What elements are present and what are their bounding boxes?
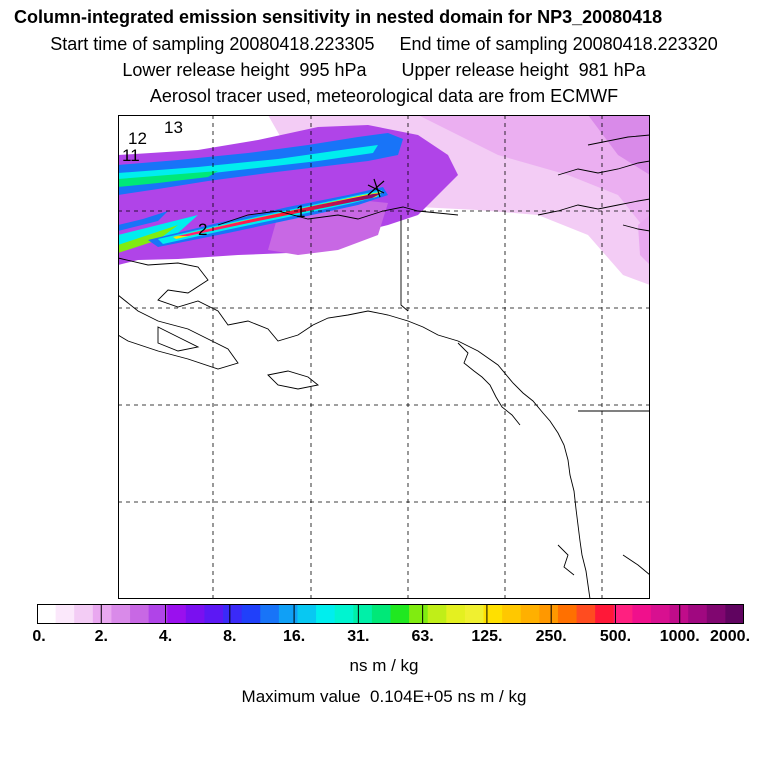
colorbar-cell bbox=[111, 604, 131, 624]
colorbar-tick-label: 4. bbox=[158, 628, 173, 645]
colorbar-cell bbox=[74, 604, 94, 624]
colorbar-cell bbox=[539, 604, 559, 624]
colorbar-cell bbox=[595, 604, 615, 624]
colorbar-cell bbox=[650, 604, 670, 624]
colorbar-cell bbox=[632, 604, 652, 624]
colorbar-cell bbox=[483, 604, 503, 624]
colorbar-cell bbox=[557, 604, 577, 624]
colorbar-cell bbox=[371, 604, 391, 624]
map-panel: 13 12 11 2 1 bbox=[118, 115, 650, 599]
colorbar-cell bbox=[725, 604, 744, 624]
sensitivity-blue-band bbox=[118, 133, 403, 253]
map-frame bbox=[118, 115, 650, 599]
colorbar-cell bbox=[688, 604, 708, 624]
colorbar-cell bbox=[613, 604, 633, 624]
sampling-time-line: Start time of sampling 20080418.223305 E… bbox=[50, 34, 718, 54]
colorbar-cell bbox=[37, 604, 57, 624]
time-marker-11: 11 bbox=[122, 146, 140, 165]
colorbar-cell bbox=[706, 604, 726, 624]
colorbar-tick-label: 250. bbox=[535, 628, 567, 645]
colorbar-cell bbox=[409, 604, 429, 624]
colorbar-cell bbox=[185, 604, 205, 624]
colorbar-tick-label: 500. bbox=[599, 628, 632, 645]
colorbar-cell bbox=[241, 604, 261, 624]
colorbar-cell bbox=[334, 604, 354, 624]
sensitivity-plume-core bbox=[148, 187, 388, 247]
political-boundary bbox=[400, 215, 650, 412]
colorbar-tick-label: 31. bbox=[347, 628, 370, 645]
time-marker-13: 13 bbox=[164, 118, 183, 137]
colorbar-cell bbox=[520, 604, 540, 624]
coastline bbox=[118, 134, 650, 599]
colorbar bbox=[37, 604, 744, 624]
colorbar-cell bbox=[92, 604, 112, 624]
colorbar-cell bbox=[669, 604, 689, 624]
colorbar-tick-label: 8. bbox=[223, 628, 237, 645]
colorbar-cells bbox=[37, 604, 744, 624]
colorbar-tick-label: 125. bbox=[471, 628, 503, 645]
colorbar-tick-label: 63. bbox=[411, 628, 434, 645]
colorbar-cell bbox=[167, 604, 187, 624]
emission-sensitivity-map bbox=[118, 115, 650, 599]
colorbar-cell bbox=[446, 604, 466, 624]
tracer-info-line: Aerosol tracer used, meteorological data… bbox=[149, 86, 619, 106]
plot-title: Column-integrated emission sensitivity i… bbox=[14, 7, 663, 27]
maximum-value-text: Maximum value 0.104E+05 ns m / kg bbox=[241, 687, 527, 706]
colorbar-cell bbox=[464, 604, 484, 624]
colorbar-cell bbox=[502, 604, 522, 624]
colorbar-cell bbox=[316, 604, 336, 624]
colorbar-tick-label: 16. bbox=[282, 628, 306, 645]
colorbar-tick-label: 1000. bbox=[659, 628, 700, 645]
colorbar-frame bbox=[37, 604, 744, 624]
colorbar-cell bbox=[148, 604, 168, 624]
colorbar-cell bbox=[55, 604, 75, 624]
colorbar-tick-label: 2. bbox=[94, 628, 108, 645]
colorbar-cell bbox=[278, 604, 298, 624]
colorbar-cell bbox=[223, 604, 243, 624]
colorbar-dividers bbox=[100, 604, 681, 624]
time-marker-2: 2 bbox=[198, 220, 208, 239]
colorbar-tick-label: 0. bbox=[32, 628, 46, 645]
colorbar-tick-label: 2000. bbox=[709, 628, 751, 645]
time-marker-12: 12 bbox=[128, 129, 147, 148]
colorbar-cell bbox=[390, 604, 410, 624]
colorbar-cell bbox=[260, 604, 280, 624]
colorbar-cell bbox=[353, 604, 373, 624]
time-marker-1: 1 bbox=[296, 202, 306, 221]
lat-lon-grid bbox=[118, 115, 650, 599]
colorbar-cell bbox=[427, 604, 447, 624]
colorbar-cell bbox=[576, 604, 596, 624]
colorbar-cell bbox=[130, 604, 150, 624]
release-height-line: Lower release height 995 hPa Upper relea… bbox=[122, 60, 646, 80]
colorbar-cell bbox=[204, 604, 224, 624]
colorbar-units: ns m / kg bbox=[349, 656, 419, 675]
colorbar-cell bbox=[297, 604, 317, 624]
release-site-marker bbox=[367, 178, 385, 198]
